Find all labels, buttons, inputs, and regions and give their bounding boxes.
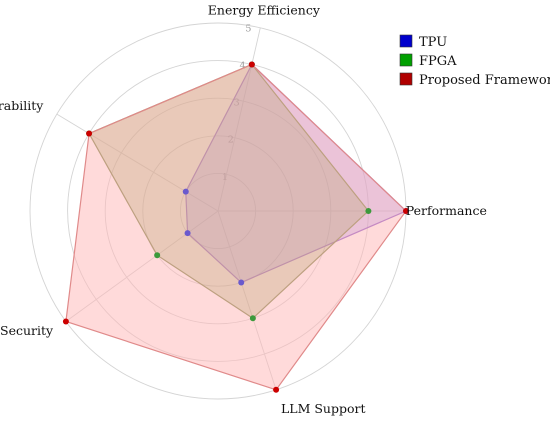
- axis-labels: Performance Energy Efficiency Reconfigurab…: [0, 2, 487, 415]
- data-point-proposed-framework-1: [248, 61, 255, 68]
- series-polygon-proposed-framework: [65, 63, 407, 391]
- tick-label-4: 4: [240, 60, 246, 71]
- legend-label-tpu: TPU: [419, 35, 447, 50]
- data-point-tpu-2: [182, 188, 189, 195]
- tick-label-5: 5: [245, 23, 251, 34]
- series-polygons: [65, 63, 408, 391]
- axis-label-security: Security: [0, 323, 54, 338]
- data-point-proposed-framework-4: [273, 386, 280, 393]
- legend-swatch-tpu: [399, 34, 413, 48]
- data-point-fpga-0: [365, 208, 372, 214]
- data-point-tpu-4: [238, 279, 245, 286]
- data-point-fpga-4: [249, 315, 256, 322]
- axis-label-llm-support: LLM Support: [281, 401, 366, 416]
- series-markers: [62, 61, 409, 393]
- legend-label-fpga: FPGA: [419, 54, 457, 69]
- data-point-tpu-3: [184, 230, 191, 237]
- legend-label-proposed-framework: Proposed Framework: [419, 73, 550, 88]
- data-point-proposed-framework-3: [62, 318, 69, 325]
- data-point-proposed-framework-0: [403, 208, 409, 214]
- axis-label-reconfigurability: Reconfigurability: [0, 98, 44, 113]
- axis-label-energy-efficiency: Energy Efficiency: [208, 2, 321, 17]
- axis-label-performance: Performance: [406, 203, 487, 218]
- legend-swatch-proposed-framework: [399, 72, 413, 86]
- legend: TPU FPGA Proposed Framework: [399, 34, 550, 88]
- data-point-fpga-3: [154, 252, 161, 259]
- data-point-proposed-framework-2: [86, 130, 93, 137]
- legend-swatch-fpga: [399, 53, 413, 67]
